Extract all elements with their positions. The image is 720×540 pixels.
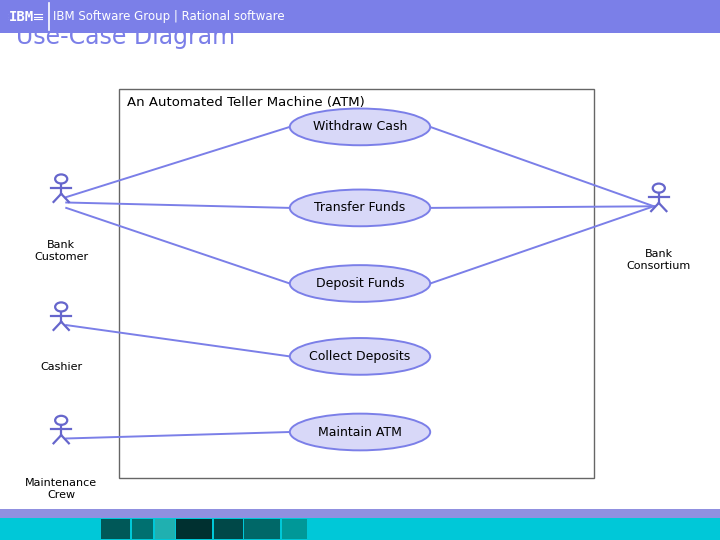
FancyBboxPatch shape xyxy=(101,519,130,539)
FancyBboxPatch shape xyxy=(119,89,594,478)
Text: Maintenance
Crew: Maintenance Crew xyxy=(25,478,97,500)
Text: Withdraw Cash: Withdraw Cash xyxy=(312,120,408,133)
Ellipse shape xyxy=(289,338,431,375)
FancyBboxPatch shape xyxy=(0,509,720,518)
FancyBboxPatch shape xyxy=(0,0,720,33)
Text: IBM Software Group | Rational software: IBM Software Group | Rational software xyxy=(53,10,284,23)
Text: Cashier: Cashier xyxy=(40,362,82,372)
FancyBboxPatch shape xyxy=(155,519,175,539)
FancyBboxPatch shape xyxy=(214,519,243,539)
Text: Transfer Funds: Transfer Funds xyxy=(315,201,405,214)
Ellipse shape xyxy=(289,109,431,145)
Text: Bank
Consortium: Bank Consortium xyxy=(626,249,691,271)
FancyBboxPatch shape xyxy=(176,519,212,539)
Text: Collect Deposits: Collect Deposits xyxy=(310,350,410,363)
Text: Maintain ATM: Maintain ATM xyxy=(318,426,402,438)
Text: Deposit Funds: Deposit Funds xyxy=(316,277,404,290)
Ellipse shape xyxy=(289,414,431,450)
Text: IBM: IBM xyxy=(9,10,35,24)
FancyBboxPatch shape xyxy=(132,519,153,539)
Ellipse shape xyxy=(289,190,431,226)
FancyBboxPatch shape xyxy=(244,519,280,539)
FancyBboxPatch shape xyxy=(0,518,720,540)
FancyBboxPatch shape xyxy=(282,519,307,539)
Text: Use-Case Diagram: Use-Case Diagram xyxy=(16,25,235,49)
Text: Bank
Customer: Bank Customer xyxy=(34,240,89,262)
Text: An Automated Teller Machine (ATM): An Automated Teller Machine (ATM) xyxy=(127,96,365,109)
Ellipse shape xyxy=(289,265,431,302)
